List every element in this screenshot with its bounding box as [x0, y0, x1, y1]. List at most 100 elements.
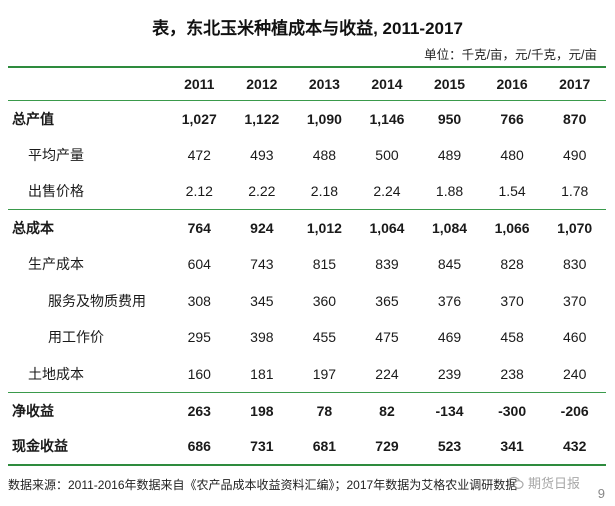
table-cell: 370 [563, 292, 587, 309]
table-cell: 764 [168, 209, 231, 246]
watermark-text: 期货日报 [528, 476, 581, 491]
col-header: 2011 [184, 75, 215, 92]
col-header: 2012 [246, 75, 278, 92]
table-row: 总产值 1,027 1,122 1,090 1,146 950 766 870 [8, 99, 606, 137]
table-cell: 469 [437, 329, 462, 346]
table-cell: 308 [187, 292, 211, 309]
table-cell: 295 [187, 329, 211, 346]
table-cell: 238 [500, 365, 524, 382]
table-cell: 743 [250, 256, 274, 273]
table-cell: 398 [250, 329, 274, 346]
col-header: 2015 [433, 75, 466, 92]
col-header: 2017 [559, 75, 591, 92]
table-cell: 2.18 [310, 183, 339, 199]
table-cell: 2.12 [185, 183, 213, 199]
table-cell: 1,070 [543, 209, 606, 246]
table-cell: 729 [355, 428, 419, 466]
data-source-note: 数据来源：2011-2016年数据来自《农产品成本收益资料汇编》；2017年数据… [8, 478, 518, 492]
table-cell: 766 [480, 99, 544, 137]
table-cell: 376 [437, 292, 462, 309]
table-cell: 1.78 [561, 183, 589, 199]
table-row: 现金收益 686 731 681 729 523 341 432 [8, 428, 606, 466]
col-header: 2014 [371, 75, 403, 92]
page-number: 9 [597, 486, 605, 501]
table-cell: 239 [437, 365, 462, 382]
table-cell: 198 [230, 391, 294, 429]
table-cell: 345 [250, 292, 274, 309]
table-cell: -134 [418, 391, 481, 429]
table-cell: 1,146 [355, 99, 419, 137]
row-label: 出售价格 [28, 183, 84, 199]
unit-note: 单位：千克/亩，元/千克，元/亩 [424, 48, 597, 62]
table-cell: 1,084 [418, 209, 481, 246]
table-cell: 1,090 [293, 99, 356, 137]
table-cell: 1.54 [498, 183, 526, 199]
row-label: 现金收益 [8, 428, 168, 466]
table-cell: 341 [480, 428, 544, 466]
table-cell: 1,122 [230, 99, 294, 137]
wechat-icon [508, 476, 524, 489]
row-label: 用工作价 [48, 329, 104, 346]
table-cell: 480 [500, 146, 524, 163]
table-cell: 360 [312, 292, 337, 309]
table-cell: 460 [563, 329, 587, 346]
col-header: 2016 [496, 75, 528, 92]
table-cell: 1,012 [293, 209, 356, 246]
table-cell: 197 [312, 365, 337, 382]
table-cell: 160 [187, 365, 211, 382]
table-cell: 2.22 [248, 183, 276, 199]
table-cell: -206 [543, 391, 606, 429]
header-row: 2011 2012 2013 2014 2015 2016 2017 [8, 67, 606, 100]
table-row: 平均产量 472 493 488 500 489 480 490 [8, 137, 606, 174]
table-cell: 1.88 [435, 183, 464, 199]
col-header: 2013 [308, 75, 340, 92]
table-cell: 365 [375, 292, 399, 309]
row-label: 总成本 [8, 209, 168, 246]
table-cell: 493 [250, 146, 274, 163]
table-cell: -300 [480, 391, 544, 429]
table-row: 生产成本 604 743 815 839 845 828 830 [8, 246, 606, 283]
table-cell: 686 [168, 428, 231, 466]
table-cell: 845 [437, 256, 462, 273]
table-cell: 475 [375, 329, 399, 346]
table-cell: 432 [543, 428, 606, 466]
row-label: 生产成本 [28, 256, 84, 273]
table-cell: 1,064 [355, 209, 419, 246]
table-cell: 489 [437, 146, 462, 163]
table-title: 表，东北玉米种植成本与收益, 2011-2017 [152, 19, 463, 38]
table-cell: 950 [418, 99, 481, 137]
table-cell: 488 [312, 146, 337, 163]
table-cell: 240 [563, 365, 587, 382]
table-row: 总成本 764 924 1,012 1,064 1,084 1,066 1,07… [8, 209, 606, 246]
row-label: 平均产量 [28, 146, 84, 163]
table-cell: 500 [375, 146, 399, 163]
row-label: 总产值 [8, 99, 168, 137]
table-cell: 82 [355, 391, 419, 429]
table-cell: 731 [230, 428, 294, 466]
table-cell: 1,027 [168, 99, 231, 137]
row-label: 净收益 [8, 391, 168, 429]
row-label: 土地成本 [28, 365, 84, 382]
table-cell: 224 [375, 365, 399, 382]
table-cell: 839 [375, 256, 399, 273]
table-cell: 78 [293, 391, 356, 429]
watermark: 期货日报 [508, 473, 580, 492]
table-cell: 472 [187, 146, 211, 163]
table-cell: 681 [293, 428, 356, 466]
table-cell: 458 [500, 329, 524, 346]
table-cell: 870 [543, 99, 606, 137]
table-row: 服务及物质费用 308 345 360 365 376 370 370 [8, 283, 606, 320]
cost-income-table: 2011 2012 2013 2014 2015 2016 2017 总产值 1… [8, 66, 606, 466]
table-cell: 523 [418, 428, 481, 466]
table-cell: 1,066 [480, 209, 544, 246]
table-cell: 181 [250, 365, 274, 382]
row-label: 服务及物质费用 [48, 292, 146, 309]
table-cell: 370 [500, 292, 524, 309]
table-cell: 2.24 [373, 183, 401, 199]
table-cell: 455 [312, 329, 337, 346]
table-row: 用工作价 295 398 455 475 469 458 460 [8, 319, 606, 356]
table-cell: 604 [187, 256, 211, 273]
table-row: 出售价格 2.12 2.22 2.18 2.24 1.88 1.54 1.78 [8, 173, 606, 210]
table-row: 土地成本 160 181 197 224 239 238 240 [8, 356, 606, 393]
table-cell: 830 [563, 256, 587, 273]
